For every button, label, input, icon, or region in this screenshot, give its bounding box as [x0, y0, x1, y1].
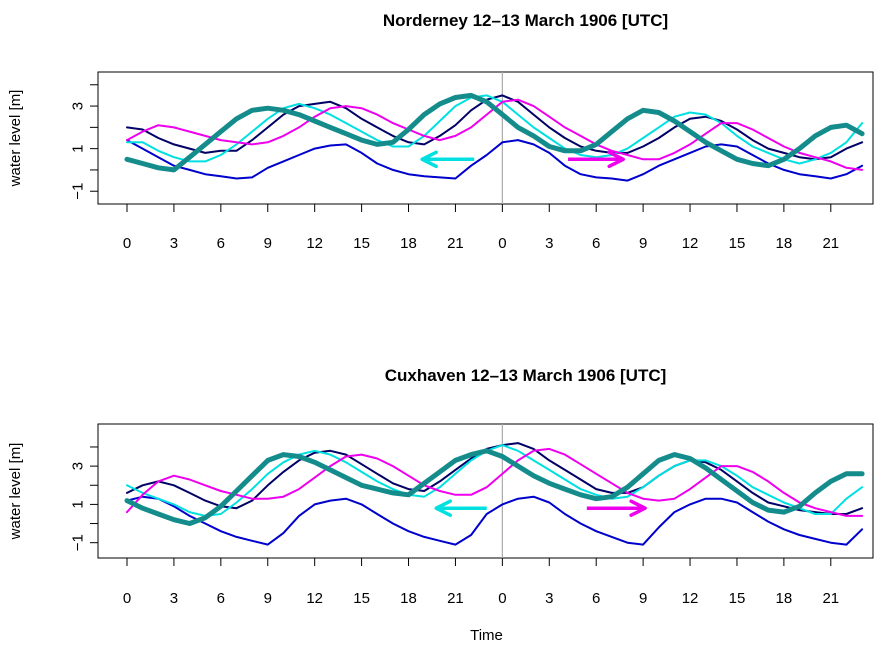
x-tick-label: 3 — [170, 590, 178, 607]
x-tick-label: 6 — [217, 235, 225, 252]
arrow-head-0 — [420, 150, 438, 169]
x-tick-label: 12 — [306, 235, 323, 252]
y-tick-label: 1 — [70, 144, 87, 152]
series-line-4 — [124, 92, 865, 173]
x-tick-label: 0 — [123, 235, 131, 252]
series-line-2 — [126, 94, 864, 165]
x-tick-label: 15 — [729, 590, 746, 607]
chart-title: Norderney 12–13 March 1906 [UTC] — [383, 11, 668, 30]
x-tick-label: 21 — [447, 235, 464, 252]
x-tick-label: 15 — [353, 590, 370, 607]
x-tick-label: 3 — [170, 235, 178, 252]
x-tick-label: 21 — [447, 590, 464, 607]
x-tick-label: 0 — [498, 235, 506, 252]
plot-frame — [97, 423, 874, 559]
y-tick-label: 3 — [70, 462, 87, 470]
x-tick-label: 21 — [822, 235, 839, 252]
x-tick-label: 9 — [264, 235, 272, 252]
x-tick-label: 12 — [682, 235, 699, 252]
y-axis-label: water level [m] — [7, 90, 24, 188]
x-tick-label: 9 — [639, 235, 647, 252]
arrow-head-1 — [629, 499, 647, 517]
x-tick-label: 18 — [400, 235, 417, 252]
series-line-3 — [126, 447, 864, 517]
panel-0: Norderney 12–13 March 1906 [UTC] −1 1 3 wate… — [7, 11, 874, 252]
x-tick-label: 15 — [729, 235, 746, 252]
arrow-head-1 — [607, 150, 625, 169]
x-tick-label: 0 — [123, 590, 131, 607]
series-line-0 — [126, 139, 864, 182]
x-tick-label: 3 — [545, 235, 553, 252]
chart-title: Cuxhaven 12–13 March 1906 [UTC] — [385, 366, 667, 385]
x-tick-label: 12 — [306, 590, 323, 607]
y-tick-label: −1 — [70, 534, 87, 551]
y-axis-label: water level [m] — [7, 443, 24, 541]
series-line-0 — [126, 495, 864, 546]
x-axis-label: Time — [470, 627, 503, 644]
x-tick-label: 15 — [353, 235, 370, 252]
x-tick-label: 18 — [400, 590, 417, 607]
x-tick-label: 6 — [217, 590, 225, 607]
series-line-4 — [124, 448, 865, 526]
x-tick-label: 0 — [498, 590, 506, 607]
arrow-head-0 — [434, 499, 452, 517]
x-tick-label: 6 — [592, 590, 600, 607]
y-tick-label: 3 — [70, 102, 87, 110]
x-tick-label: 18 — [776, 590, 793, 607]
y-tick-label: 1 — [70, 500, 87, 508]
x-tick-label: 3 — [545, 590, 553, 607]
plot-frame — [97, 71, 874, 205]
x-tick-label: 12 — [682, 590, 699, 607]
x-tick-label: 9 — [264, 590, 272, 607]
x-tick-label: 6 — [592, 235, 600, 252]
series-line-2 — [126, 444, 864, 517]
x-tick-label: 9 — [639, 590, 647, 607]
x-tick-label: 21 — [822, 590, 839, 607]
panel-1: Cuxhaven 12–13 March 1906 [UTC] −1 1 3 water… — [7, 366, 874, 644]
x-tick-label: 18 — [776, 235, 793, 252]
y-tick-label: −1 — [70, 183, 87, 200]
